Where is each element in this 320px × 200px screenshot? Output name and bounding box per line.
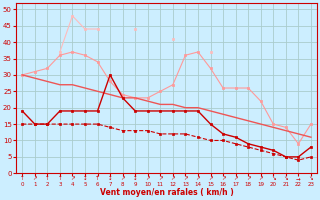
X-axis label: Vent moyen/en rafales ( km/h ): Vent moyen/en rafales ( km/h ) — [100, 188, 234, 197]
